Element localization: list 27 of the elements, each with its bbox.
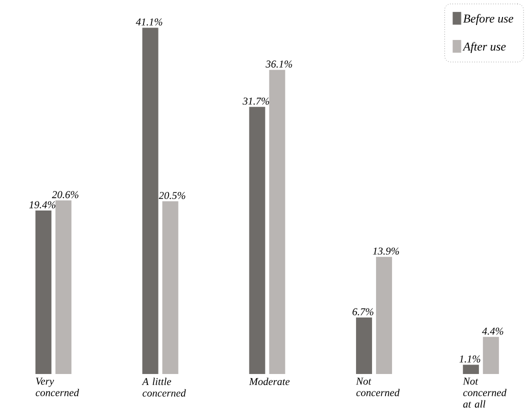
bar: [35, 210, 52, 374]
data-label: 31.7%: [242, 98, 270, 105]
data-label: 19.4%: [29, 201, 56, 208]
bar: [462, 364, 479, 374]
x-tick-label: Not concerned: [356, 378, 400, 396]
data-label: 4.4%: [482, 328, 504, 335]
bar: [162, 201, 178, 374]
data-label: 20.6%: [52, 191, 78, 198]
data-label: 20.5%: [158, 192, 186, 200]
data-label: 41.1%: [136, 18, 162, 26]
data-label: 36.1%: [266, 60, 292, 68]
data-label: 13.9%: [372, 248, 399, 255]
legend-label: After use: [462, 42, 506, 54]
x-tick-label: A little concerned: [142, 378, 186, 397]
x-tick-label: Moderate: [249, 378, 290, 386]
bar: [482, 336, 499, 374]
data-label: 6.7%: [352, 308, 374, 316]
x-tick-label: Not concerned at all: [462, 378, 507, 408]
bar: [249, 106, 266, 374]
bar: [269, 70, 286, 374]
x-tick-label: Very concerned: [36, 378, 80, 396]
legend-label: Before use: [463, 14, 514, 26]
bar: [376, 256, 392, 374]
bar: [142, 28, 158, 374]
bar: [55, 200, 72, 374]
bar: [356, 318, 372, 374]
data-label: 1.1%: [459, 355, 480, 363]
